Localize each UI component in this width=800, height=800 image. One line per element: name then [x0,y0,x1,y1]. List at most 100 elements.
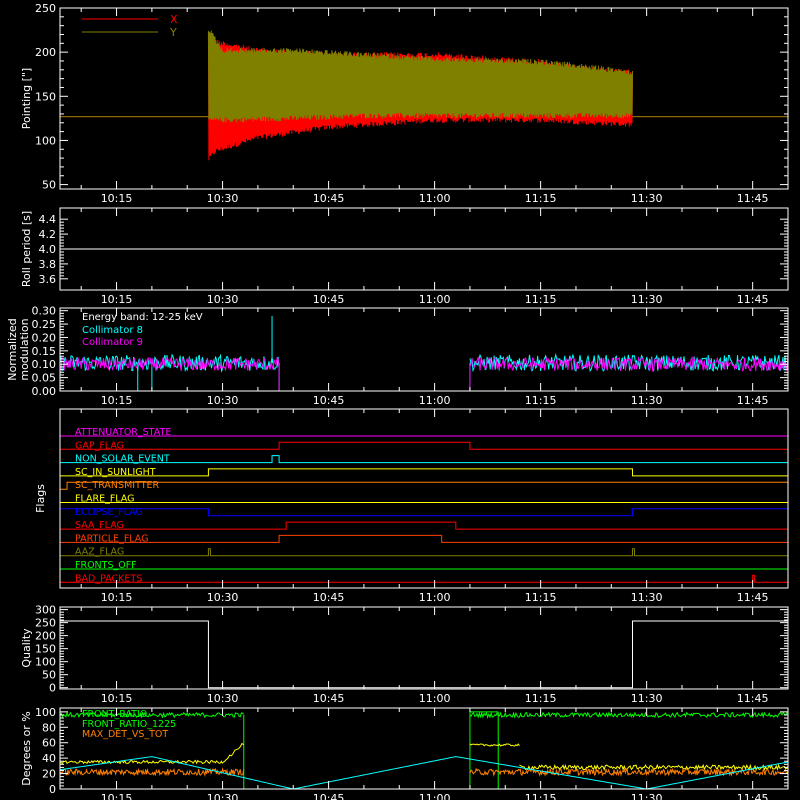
y-tick-label: 200 [35,630,56,643]
x-tick-label: 11:15 [525,192,557,205]
y-tick-label: 20 [42,768,56,781]
series-yellow-b [222,742,245,764]
x-tick-label: 11:00 [419,792,451,800]
x-tick-label: 10:15 [101,192,133,205]
y-tick-label: 60 [42,737,56,750]
y-tick-label: 100 [35,656,56,669]
x-tick-label: 11:30 [631,792,663,800]
flag-label-flare-flag: FLARE_FLAG [75,494,135,505]
x-tick-label: 10:30 [207,394,239,407]
y-tick-label: 4.4 [39,213,57,226]
y-tick-label: 150 [35,643,56,656]
flag-label-sc-transmitter: SC_TRANSMITTER [75,480,160,491]
y-tick-label: 0.20 [32,331,57,344]
x-tick-label: 11:30 [631,192,663,205]
x-tick-label: 10:15 [101,692,133,705]
x-tick-label: 11:15 [525,293,557,306]
x-tick-label: 11:00 [419,293,451,306]
flag-label-particle-flag: PARTICLE_FLAG [75,533,148,544]
y-tick-label: 50 [42,179,56,192]
x-tick-label: 11:00 [419,192,451,205]
y-tick-label: 50 [42,669,56,682]
flag-label-sc-in-sunlight: SC_IN_SUNLIGHT [75,467,156,478]
panel-pointing: XY 10:15 10:30 10:45 11:00 11:15 11:30 11:45 50 1… [20,2,789,205]
y-tick-label: 150 [35,90,56,103]
flag-line-gap-flag [60,441,788,450]
plot-area-modulation [60,316,788,391]
flag-label-saa-flag: SAA_FLAG [75,520,124,531]
y-tick-label: 0.30 [32,305,57,318]
flag-label-attenuator-state: ATTENUATOR_STATE [75,427,171,438]
x-tick-label: 11:30 [631,293,663,306]
x-tick-label: 11:00 [419,394,451,407]
series-front-ratio-b [469,711,788,719]
x-tick-label: 11:15 [525,394,557,407]
axes-frame-modulation [59,307,789,392]
series-max-det-b [469,767,788,777]
x-tick-label: 11:15 [525,692,557,705]
y-tick-label: 0.25 [32,318,57,331]
flag-label-aaz-flag: AAZ_FLAG [75,547,124,558]
plot-area-pointing [60,30,788,161]
y-tick-label: 0.00 [32,385,57,398]
legend-label-Y: Y [169,26,177,39]
series-yellow-a [60,759,224,765]
flag-label-gap-flag: GAP_FLAG [75,440,124,451]
flag-line-sc-transmitter [60,481,788,490]
series-max-det-a [60,767,245,777]
flag-label-eclipse-flag: ECLIPSE_FLAG [75,507,143,518]
flag-line-aaz-flag [60,548,788,557]
y-tick-label: 100 [35,706,56,719]
flag-line-non-solar-event [60,455,788,464]
x-tick-label: 10:30 [207,192,239,205]
y-tick-label: 100 [35,134,56,147]
flag-line-eclipse-flag [60,508,788,517]
x-tick-label: 11:30 [631,394,663,407]
x-tick-label: 11:00 [419,692,451,705]
y-axis-label: Roll period [s] [20,211,33,287]
x-tick-label: 10:45 [313,591,345,604]
panel-modulation: Energy band: 12-25 keV Collimator 8Collim… [6,305,789,407]
series-yellow-c [469,743,520,747]
series-cyan [60,756,788,789]
x-tick-label: 11:45 [737,792,769,800]
x-tick-label: 10:15 [101,792,133,800]
x-tick-label: 10:30 [207,692,239,705]
plot-area-flags [60,435,788,583]
flag-label-non-solar-event: NON_SOLAR_EVENT [75,454,170,465]
series-collimator-9 [60,355,788,373]
legend-label-front-ratio: FRONT_RATIO [82,709,147,720]
y-tick-label: 200 [35,46,56,59]
series-Y [207,30,633,123]
y-tick-label: 4.0 [39,243,57,256]
x-tick-label: 10:30 [207,293,239,306]
flag-line-saa-flag [60,521,788,530]
y-tick-label: 40 [42,752,56,765]
y-tick-label: 80 [42,721,56,734]
y-tick-label: 0.10 [32,358,57,371]
axes-frame-quality [59,606,789,690]
series-front-ratio-a [60,711,245,719]
legend-label-max-det-vs-tot: MAX_DET_VS_TOT [82,729,168,740]
x-tick-label: 11:45 [737,394,769,407]
x-tick-label: 11:45 [737,692,769,705]
x-tick-label: 10:15 [101,591,133,604]
panel-flags: ATTENUATOR_STATE GAP_FLAG NON_SOLAR_EVENT S… [34,408,789,604]
x-tick-label: 11:15 [525,591,557,604]
y-axis-label: Pointing ["] [20,68,33,129]
series-quality [60,620,788,689]
x-tick-label: 10:45 [313,692,345,705]
y-tick-label: 250 [35,2,56,15]
flag-line-bad-packets [60,574,788,583]
x-tick-label: 10:45 [313,792,345,800]
y-tick-label: 0.15 [32,345,57,358]
y-tick-label: 3.8 [39,258,57,271]
energy-band-annotation: Energy band: 12-25 keV [82,312,203,323]
plot-area-quality [60,620,788,689]
axes-frame-pointing [59,7,789,190]
flag-label-bad-packets: BAD_PACKETS [75,573,142,584]
x-tick-label: 11:00 [419,591,451,604]
y-tick-label: 250 [35,617,56,630]
